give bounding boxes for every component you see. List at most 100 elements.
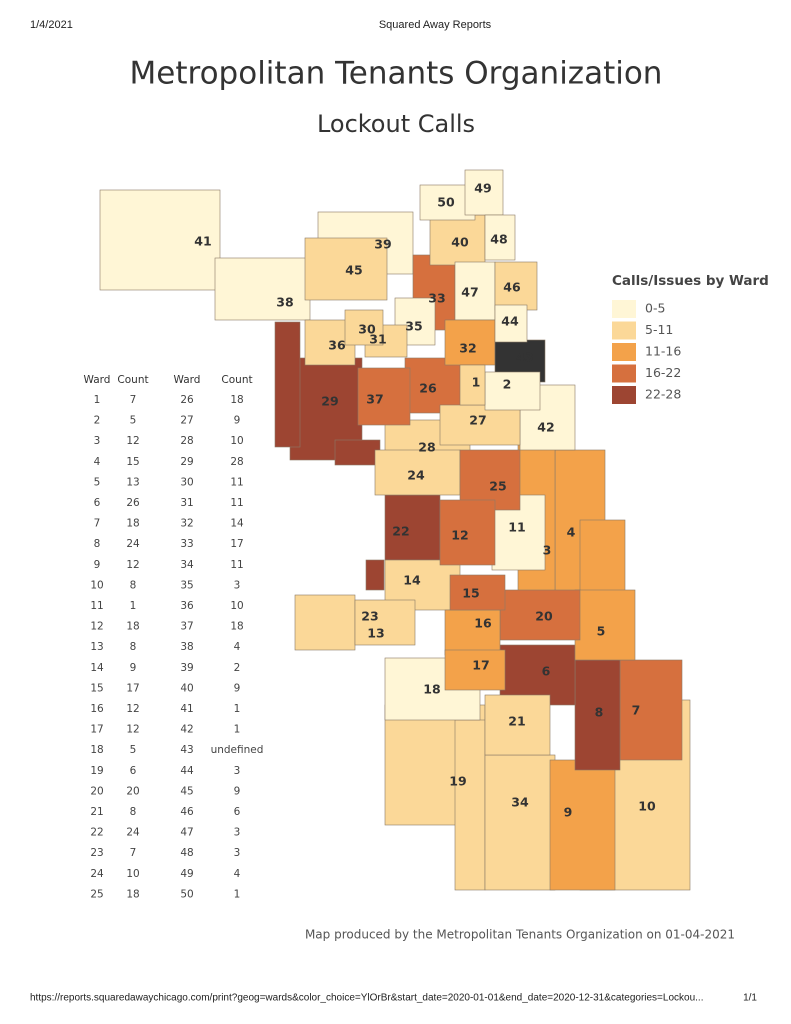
ward-shape [574,659,621,771]
table-cell: 32 [180,518,193,530]
table-cell: 9 [94,559,101,571]
ward-shape [449,574,506,611]
ward [449,574,506,611]
ward-shape [344,309,384,346]
table-cell: 15 [90,682,103,694]
ward-shape [374,449,461,496]
table-cell: 18 [230,621,243,633]
table-cell: 4 [234,868,241,880]
legend-swatch [612,364,636,383]
ward-shape [214,257,311,321]
ward [554,449,626,601]
table-cell: 49 [180,868,193,880]
legend-swatch [612,321,636,340]
ward-shape [274,321,301,448]
ward [494,304,528,343]
table-cell: 38 [180,641,193,653]
table-header: Ward [84,374,111,386]
legend-title: Calls/Issues by Ward [612,273,769,289]
ward-shape [454,719,486,891]
ward-label: 3 [543,543,552,558]
ward-shape [444,609,501,656]
ward-label: 40 [451,235,469,250]
table-cell: 36 [180,600,194,612]
legend-swatch [612,300,636,318]
ward [439,404,521,446]
ward [499,589,581,641]
ward-label: 33 [428,291,445,306]
ward-label: 35 [405,319,422,334]
table-cell: 11 [90,600,103,612]
table-cell: 12 [126,703,139,715]
table-cell: 46 [180,806,194,818]
table-cell: 35 [180,579,193,591]
ward-shape [404,357,466,414]
table-cell: 1 [234,724,241,736]
legend-label: 5-11 [645,322,673,337]
table-cell: 17 [126,682,139,694]
table-cell: 37 [180,621,193,633]
legend-label: 16-22 [645,365,681,380]
ward-label: 16 [474,616,492,631]
ward-shape [499,589,581,641]
table-cell: 14 [90,662,104,674]
ward [304,237,388,301]
ward-shape [484,371,541,411]
legend: 0-5 5-11 11-16 16-22 22-28 [612,300,681,404]
ward [619,659,683,761]
table-cell: 13 [90,641,103,653]
table-cell: 9 [130,662,137,674]
ward-shape [334,439,381,466]
ward-shape [304,237,388,301]
ward-label: 28 [418,440,435,455]
footer-url: https://reports.squaredawaychicago.com/p… [30,993,703,1004]
table-cell: 10 [230,600,243,612]
table-cell: 1 [130,600,137,612]
ward-shape [619,659,683,761]
legend-label: 22-28 [645,387,681,402]
ward [574,659,621,771]
ward [444,609,501,656]
table-cell: 3 [94,435,101,447]
table-cell: 2 [94,415,101,427]
ward-label: 27 [469,413,486,428]
ward-label: 39 [374,237,391,252]
ward [574,589,636,661]
ward-shape [579,519,626,601]
table-cell: 26 [126,497,140,509]
table-cell: 9 [234,785,241,797]
ward-shape [484,754,556,891]
table-cell: 18 [126,888,139,900]
site-name: Squared Away Reports [379,19,492,31]
legend-swatch [612,343,636,361]
table-cell: 10 [230,435,243,447]
ward-label: 19 [449,774,466,789]
table-cell: 3 [234,847,241,859]
ward-label: 23 [361,609,378,624]
table-cell: 7 [94,518,101,530]
ward-label: 2 [503,377,512,392]
ward [384,704,486,891]
ward-label: 4 [567,525,576,540]
table-cell: 1 [94,394,101,406]
ward-label: 24 [407,468,425,483]
table-cell: 8 [130,641,137,653]
table-cell: 8 [130,806,137,818]
table-cell: 28 [180,435,193,447]
ward-label: 41 [194,234,211,249]
ward [494,261,538,311]
table-cell: 44 [180,765,194,777]
table-cell: 12 [90,621,103,633]
ward-shape [574,589,636,661]
ward-label: 48 [490,232,507,247]
table-cell: 3 [234,827,241,839]
table-cell: 34 [180,559,194,571]
ward-label: 1 [472,375,481,390]
table-cell: 10 [90,579,103,591]
table-cell: 41 [180,703,193,715]
ward-label: 8 [595,705,604,720]
table-cell: 47 [180,827,193,839]
ward-label: 29 [321,394,338,409]
ward [374,449,461,496]
